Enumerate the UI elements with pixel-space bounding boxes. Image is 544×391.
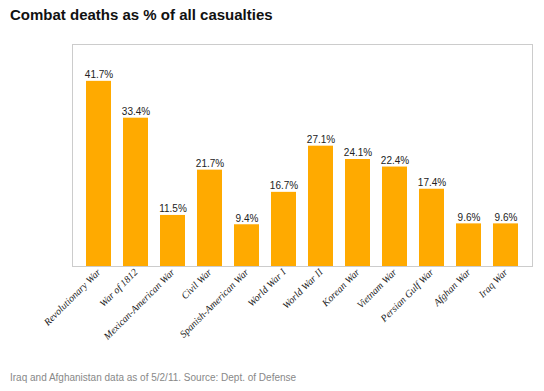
svg-text:War of 1812: War of 1812 bbox=[97, 266, 140, 309]
svg-text:World War I: World War I bbox=[245, 266, 288, 309]
svg-text:Civil War: Civil War bbox=[179, 266, 214, 301]
svg-text:World War II: World War II bbox=[280, 266, 325, 311]
svg-text:9.4%: 9.4% bbox=[236, 213, 259, 224]
svg-text:Spanish-American War: Spanish-American War bbox=[177, 266, 250, 339]
svg-text:Iraq War: Iraq War bbox=[476, 266, 510, 300]
html-text:Iraq and Afghanistan data as o: Iraq and Afghanistan data as of 5/2/11. … bbox=[10, 372, 297, 383]
svg-text:17.4%: 17.4% bbox=[418, 177, 446, 188]
svg-text:11.5%: 11.5% bbox=[159, 203, 187, 214]
html-text:Combat deaths as % of all casu: Combat deaths as % of all casualties bbox=[10, 6, 273, 23]
svg-text:41.7%: 41.7% bbox=[85, 69, 113, 80]
svg-text:Persian Gulf War: Persian Gulf War bbox=[378, 266, 436, 324]
svg-text:33.4%: 33.4% bbox=[122, 106, 150, 117]
svg-text:24.1%: 24.1% bbox=[344, 147, 372, 158]
svg-text:9.6%: 9.6% bbox=[458, 212, 481, 223]
svg-text:Mexican-American War: Mexican-American War bbox=[101, 266, 177, 342]
svg-text:22.4%: 22.4% bbox=[381, 155, 409, 166]
svg-text:16.7%: 16.7% bbox=[270, 180, 298, 191]
svg-text:Afghan War: Afghan War bbox=[430, 266, 472, 308]
svg-text:9.6%: 9.6% bbox=[495, 212, 518, 223]
svg-text:Korean War: Korean War bbox=[319, 266, 362, 309]
svg-text:Revolutionary War: Revolutionary War bbox=[41, 266, 103, 328]
svg-text:21.7%: 21.7% bbox=[196, 158, 224, 169]
svg-text:Vietnam War: Vietnam War bbox=[354, 266, 399, 311]
svg-text:27.1%: 27.1% bbox=[307, 134, 335, 145]
